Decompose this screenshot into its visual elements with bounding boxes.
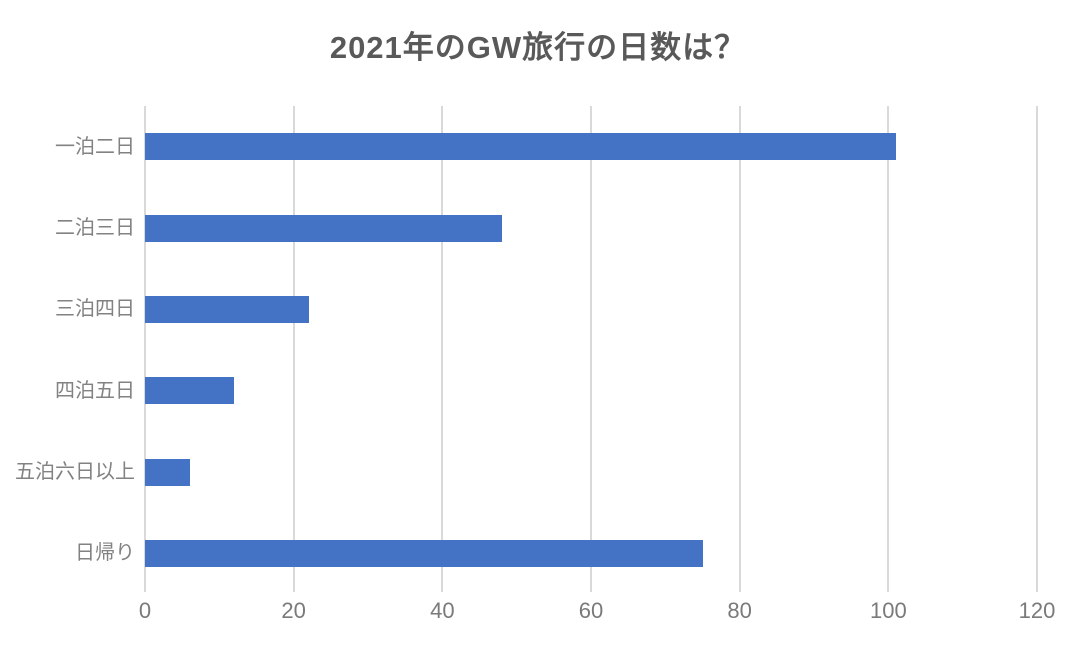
category-label: 五泊六日以上	[15, 461, 135, 483]
x-axis-tick-label: 20	[281, 598, 306, 623]
category-label: 二泊三日	[55, 217, 135, 239]
category-label: 日帰り	[75, 542, 135, 565]
x-axis-tick	[292, 579, 295, 592]
gridline	[1036, 106, 1038, 579]
x-axis-tick-label: 80	[727, 598, 752, 623]
x-axis-tick-label: 120	[1018, 598, 1056, 623]
x-axis-tick-label: 100	[869, 598, 907, 623]
category-label: 三泊四日	[55, 298, 135, 321]
gridline	[441, 106, 444, 579]
gridline	[292, 106, 295, 579]
chart-title: 2021年のGW旅行の日数は？	[329, 30, 747, 65]
gridline	[738, 106, 741, 579]
x-axis-tick-label: 0	[138, 598, 152, 623]
x-axis-tick	[144, 579, 146, 592]
bar	[145, 295, 309, 323]
x-axis-tick-label: 40	[430, 598, 455, 623]
gridline	[887, 106, 890, 579]
gridline	[144, 106, 146, 579]
bar	[145, 214, 502, 242]
x-axis-tick	[441, 579, 444, 592]
bar	[145, 539, 703, 567]
bar	[145, 377, 235, 405]
category-label: 一泊二日	[55, 135, 135, 158]
category-label: 四泊五日	[55, 379, 135, 402]
x-axis-tick	[1036, 579, 1038, 592]
bar	[145, 133, 896, 161]
gridline	[590, 106, 592, 579]
bar	[145, 458, 190, 486]
x-axis-tick	[590, 579, 592, 592]
x-axis-tick	[887, 579, 890, 592]
x-axis-tick	[738, 579, 741, 592]
x-axis-tick-label: 60	[578, 598, 604, 623]
